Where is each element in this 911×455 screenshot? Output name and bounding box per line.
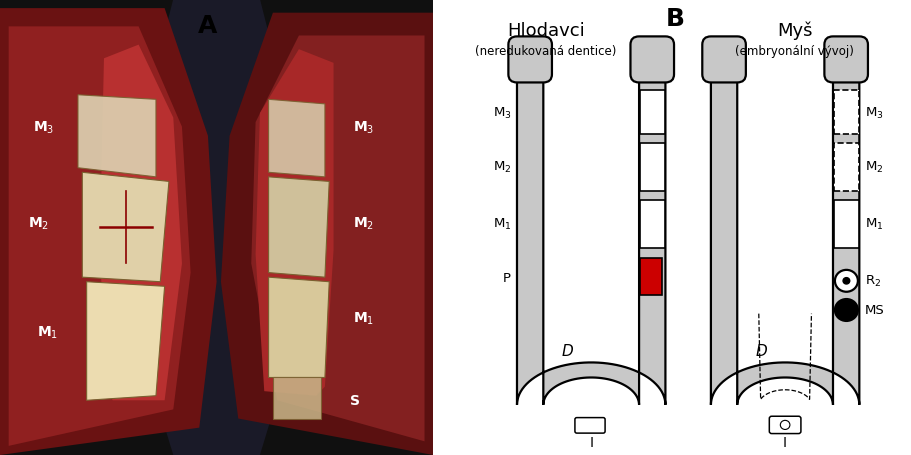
Text: M$_2$: M$_2$ (865, 160, 883, 175)
Text: (embryonální vývoj): (embryonální vývoj) (734, 45, 854, 58)
Text: M$_1$: M$_1$ (353, 310, 374, 327)
Text: M$_3$: M$_3$ (33, 119, 54, 136)
FancyBboxPatch shape (824, 37, 867, 83)
Text: P: P (503, 271, 511, 284)
Text: M$_1$: M$_1$ (865, 217, 883, 232)
Bar (640, 91, 664, 134)
Text: D: D (754, 343, 766, 358)
Text: M$_1$: M$_1$ (492, 217, 511, 232)
Polygon shape (9, 27, 190, 446)
Text: M$_3$: M$_3$ (492, 105, 511, 121)
Text: Hlodavci: Hlodavci (507, 22, 584, 40)
Polygon shape (268, 100, 324, 177)
Polygon shape (87, 282, 165, 400)
Text: M$_2$: M$_2$ (492, 160, 511, 175)
Polygon shape (255, 50, 333, 396)
Polygon shape (99, 46, 181, 400)
Polygon shape (82, 173, 169, 282)
Text: I: I (783, 435, 786, 449)
Text: M$_3$: M$_3$ (353, 119, 374, 136)
Circle shape (834, 270, 857, 292)
Text: D: D (561, 343, 572, 358)
Circle shape (780, 420, 789, 430)
Bar (833, 143, 858, 191)
Polygon shape (268, 278, 329, 378)
Text: R$_2$: R$_2$ (865, 273, 880, 289)
Polygon shape (220, 14, 433, 455)
Circle shape (842, 278, 849, 284)
Text: B: B (665, 7, 684, 31)
FancyBboxPatch shape (507, 37, 551, 83)
Text: M$_2$: M$_2$ (28, 215, 49, 231)
Bar (640, 200, 664, 248)
Polygon shape (517, 73, 665, 405)
FancyBboxPatch shape (769, 416, 800, 434)
Bar (640, 258, 661, 296)
Bar (833, 91, 858, 134)
Polygon shape (138, 0, 294, 455)
Text: (neredukovaná dentice): (neredukovaná dentice) (475, 45, 616, 58)
Polygon shape (272, 378, 321, 419)
Text: M$_2$: M$_2$ (353, 215, 374, 231)
Polygon shape (268, 177, 329, 278)
FancyBboxPatch shape (574, 418, 604, 433)
Text: MS: MS (865, 304, 884, 317)
Text: A: A (198, 14, 218, 38)
Polygon shape (0, 9, 217, 455)
Circle shape (834, 299, 857, 321)
Polygon shape (77, 96, 156, 177)
Text: M$_3$: M$_3$ (865, 105, 883, 121)
Text: Myš: Myš (776, 22, 812, 40)
Bar (640, 143, 664, 191)
Text: M$_1$: M$_1$ (37, 324, 58, 340)
Bar (833, 200, 858, 248)
Text: I: I (589, 435, 592, 449)
Text: S: S (350, 394, 360, 407)
FancyBboxPatch shape (701, 37, 745, 83)
Polygon shape (711, 73, 858, 405)
Polygon shape (251, 36, 425, 441)
FancyBboxPatch shape (630, 37, 673, 83)
